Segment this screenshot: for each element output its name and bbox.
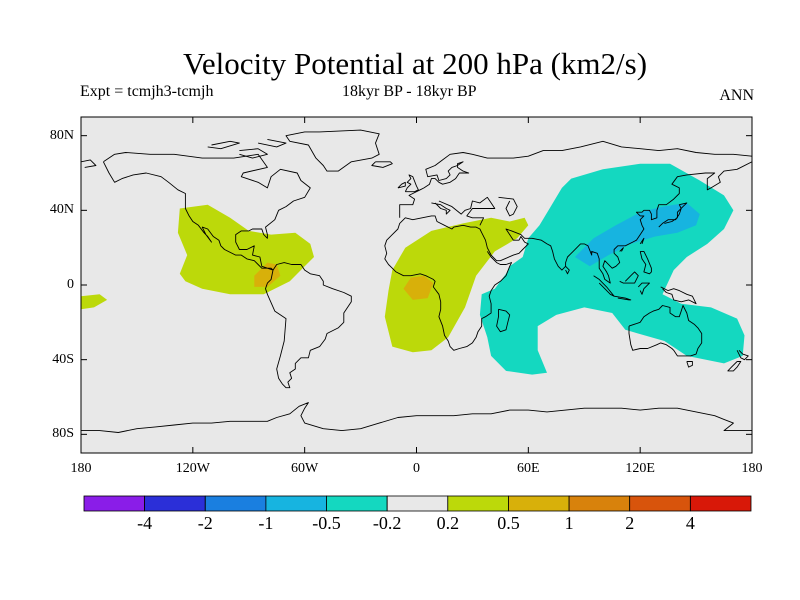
x-tick-label: 180 xyxy=(70,461,92,476)
coastlines xyxy=(81,129,752,433)
y-tick-label: 40S xyxy=(52,351,74,367)
coastline-9 xyxy=(404,174,419,193)
coastline-13 xyxy=(498,196,518,217)
coastline-2 xyxy=(239,148,268,159)
colorbar-label: -0.2 xyxy=(372,513,402,533)
coastline-14 xyxy=(496,308,511,333)
colorbar-swatch-5 xyxy=(386,495,449,512)
colorbar-label: 4 xyxy=(685,513,695,533)
y-tick-label: 80S xyxy=(52,426,74,442)
coastline-25 xyxy=(628,305,703,357)
y-tick-label: 40N xyxy=(49,202,74,218)
coastline-4 xyxy=(258,138,287,148)
axis-ticks xyxy=(80,117,753,453)
colorbar-swatch-10 xyxy=(690,495,752,512)
coastline-11 xyxy=(431,202,451,215)
colorbar-label: 0.5 xyxy=(497,513,520,533)
y-tick-label: 80N xyxy=(49,127,74,143)
colorbar-swatch-4 xyxy=(326,495,388,512)
colorbar-label: -1 xyxy=(258,513,274,533)
region-positive-africa xyxy=(384,217,529,353)
colorbar-label: -0.5 xyxy=(312,513,341,533)
coastline-27 xyxy=(736,349,749,361)
coastline-28 xyxy=(727,361,742,372)
map-title: Velocity Potential at 200 hPa (km2/s) xyxy=(182,46,648,81)
coastline-21 xyxy=(614,295,632,301)
coastline-0 xyxy=(102,152,352,389)
coastline-7 xyxy=(81,159,97,168)
x-tick-label: 120W xyxy=(175,461,210,476)
colorbar-label: -4 xyxy=(137,513,153,533)
region-negative-core-asia xyxy=(574,202,700,267)
coastline-29 xyxy=(81,402,752,433)
x-tick-label: 180 xyxy=(741,461,763,476)
coastline-12 xyxy=(438,196,496,226)
y-tick-label: 0 xyxy=(67,277,74,292)
colorbar-swatch-7 xyxy=(508,495,570,512)
x-tick-label: 120E xyxy=(625,461,655,476)
coastline-24 xyxy=(660,286,697,305)
colorbar-label: -2 xyxy=(197,513,213,533)
season-label: ANN xyxy=(719,87,754,104)
region-positive-core-africa xyxy=(403,275,434,300)
colorbar-swatch-0 xyxy=(83,495,145,512)
coastline-17 xyxy=(639,237,645,245)
coastline-23 xyxy=(637,282,650,295)
coastline-6 xyxy=(399,140,752,218)
coastline-16 xyxy=(658,202,688,228)
x-tick-label: 0 xyxy=(413,461,420,476)
x-tick-label: 60E xyxy=(517,461,540,476)
coastline-19 xyxy=(639,250,652,275)
colorbar xyxy=(83,495,752,512)
coastline-26 xyxy=(686,361,693,368)
coastline-8 xyxy=(384,161,752,351)
colorbar-label: 2 xyxy=(625,513,635,533)
colorbar-label: 0.2 xyxy=(436,513,460,533)
experiment-label: Expt = tcmjh3-tcmjh xyxy=(80,83,214,100)
coastline-18 xyxy=(619,247,624,252)
colorbar-swatch-1 xyxy=(144,495,206,512)
period-label: 18kyr BP - 18kyr BP xyxy=(342,83,477,100)
coastline-10 xyxy=(397,181,406,189)
colorbar-swatch-3 xyxy=(265,495,327,512)
coastline-1 xyxy=(285,129,380,172)
x-tick-label: 60W xyxy=(291,461,319,476)
colorbar-label: 1 xyxy=(564,513,574,533)
colorbar-swatch-2 xyxy=(204,495,267,512)
coastline-3 xyxy=(207,140,240,150)
colorbar-swatch-8 xyxy=(568,495,631,512)
colorbar-swatch-9 xyxy=(629,495,691,512)
coastline-5 xyxy=(371,161,393,168)
coastline-15 xyxy=(565,265,570,275)
colorbar-swatch-6 xyxy=(447,495,509,512)
region-positive-pacific-west xyxy=(81,294,108,310)
coastline-22 xyxy=(619,271,639,284)
